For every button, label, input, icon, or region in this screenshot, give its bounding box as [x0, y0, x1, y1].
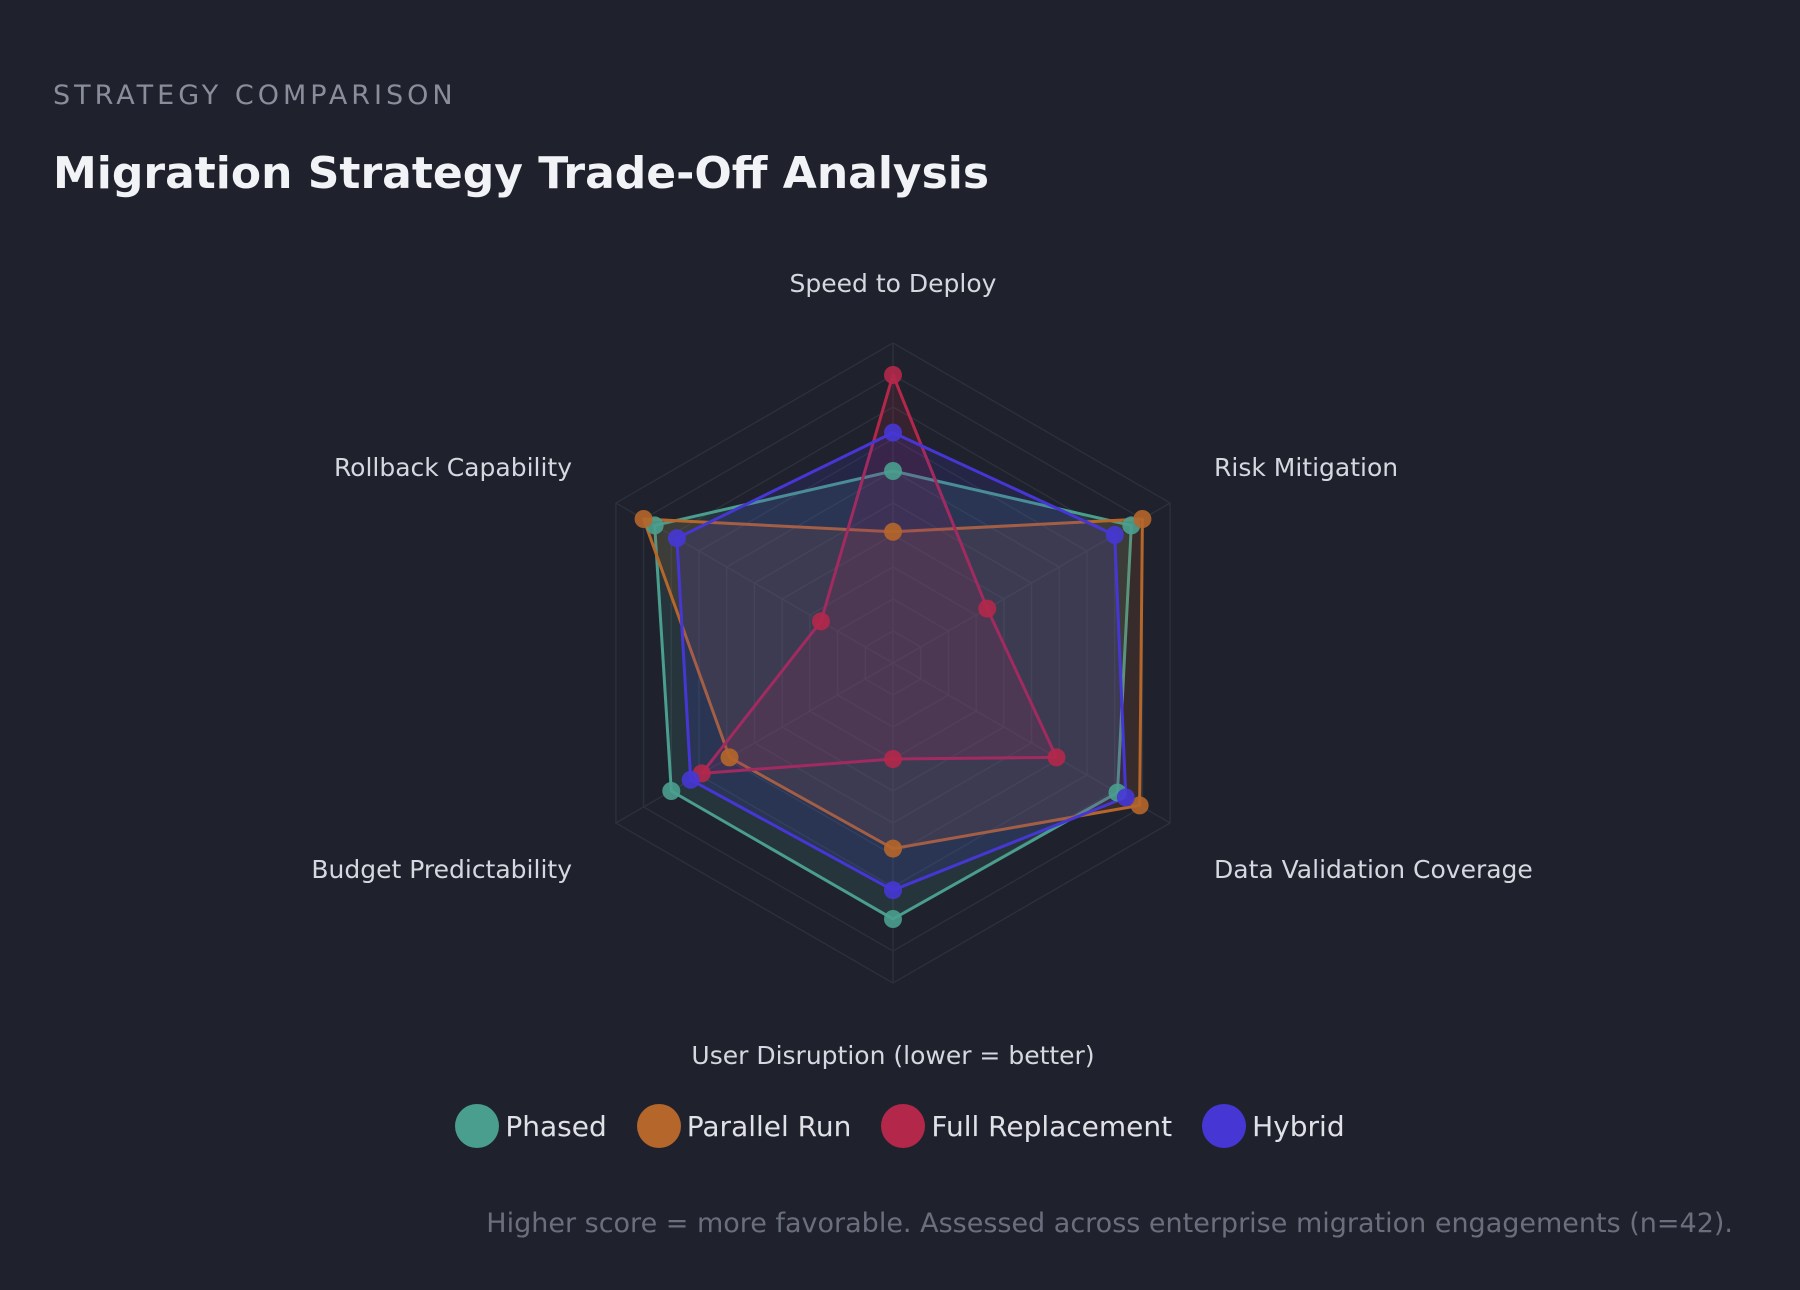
chart-title: Migration Strategy Trade-Off Analysis [53, 148, 990, 199]
data-point-parallel-run [1133, 510, 1152, 528]
data-point-parallel-run [884, 839, 902, 858]
legend-label: Phased [505, 1109, 607, 1143]
axis-label: Rollback Capability [334, 453, 572, 482]
legend-swatch [455, 1104, 500, 1148]
data-point-parallel-run [720, 748, 739, 767]
legend-label: Full Replacement [931, 1109, 1173, 1143]
axis-label: Risk Mitigation [1214, 453, 1398, 482]
legend-item-parallel-run: Parallel Run [636, 1104, 852, 1148]
legend-item-hybrid: Hybrid [1202, 1104, 1345, 1148]
axis-label: Data Validation Coverage [1214, 855, 1533, 884]
legend-swatch [881, 1104, 926, 1148]
legend-item-phased: Phased [455, 1104, 607, 1148]
radar-chart: Speed to Deploy Risk Mitigation Data Valid… [311, 269, 1533, 1070]
chart-footnote: Higher score = more favorable. Assessed … [486, 1208, 1733, 1239]
axis-label: Budget Predictability [311, 855, 572, 884]
legend-label: Parallel Run [686, 1109, 852, 1143]
data-point-phased [662, 782, 681, 800]
data-point-full-replacement [884, 750, 902, 768]
data-point-hybrid [1105, 526, 1124, 544]
data-point-parallel-run [884, 522, 902, 541]
data-point-parallel-run [634, 510, 653, 528]
grid-spoke [615, 662, 894, 824]
data-point-hybrid [667, 529, 686, 548]
data-point-hybrid [681, 770, 700, 789]
data-point-full-replacement [884, 366, 902, 384]
data-point-phased [884, 910, 902, 928]
axis-label: Speed to Deploy [790, 269, 997, 298]
legend-label: Hybrid [1252, 1109, 1345, 1143]
axis-label: User Disruption (lower = better) [691, 1041, 1094, 1070]
legend-swatch [636, 1104, 681, 1148]
chart-eyebrow: STRATEGY COMPARISON [53, 80, 457, 111]
data-point-parallel-run [1130, 796, 1149, 815]
data-point-hybrid [884, 423, 902, 442]
chart-legend: Phased Parallel Run Full Replacement Hybrid [0, 1098, 1800, 1154]
data-point-full-replacement [978, 599, 997, 618]
data-point-full-replacement [811, 612, 830, 631]
data-point-phased [884, 462, 902, 480]
data-point-hybrid [884, 881, 902, 900]
data-point-hybrid [1116, 788, 1135, 807]
legend-item-full-replacement: Full Replacement [881, 1104, 1172, 1148]
legend-swatch [1202, 1104, 1247, 1148]
data-point-full-replacement [1047, 748, 1066, 767]
